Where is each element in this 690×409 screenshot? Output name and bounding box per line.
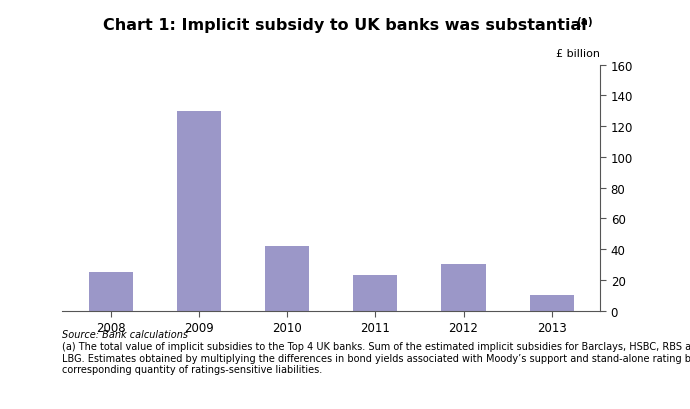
- Text: £ billion: £ billion: [556, 49, 600, 59]
- Text: LBG. Estimates obtained by multiplying the differences in bond yields associated: LBG. Estimates obtained by multiplying t…: [62, 353, 690, 363]
- Bar: [177, 112, 221, 311]
- Text: Chart 1: Implicit subsidy to UK banks was substantial: Chart 1: Implicit subsidy to UK banks wa…: [103, 18, 587, 33]
- Bar: [442, 265, 486, 311]
- Bar: [88, 272, 132, 311]
- Bar: [265, 246, 309, 311]
- Text: (a) The total value of implicit subsidies to the Top 4 UK banks. Sum of the esti: (a) The total value of implicit subsidie…: [62, 342, 690, 351]
- Text: (a): (a): [576, 17, 593, 27]
- Bar: [530, 295, 574, 311]
- Text: corresponding quantity of ratings-sensitive liabilities.: corresponding quantity of ratings-sensit…: [62, 364, 322, 374]
- Text: Source: Bank calculations: Source: Bank calculations: [62, 329, 188, 339]
- Bar: [353, 276, 397, 311]
